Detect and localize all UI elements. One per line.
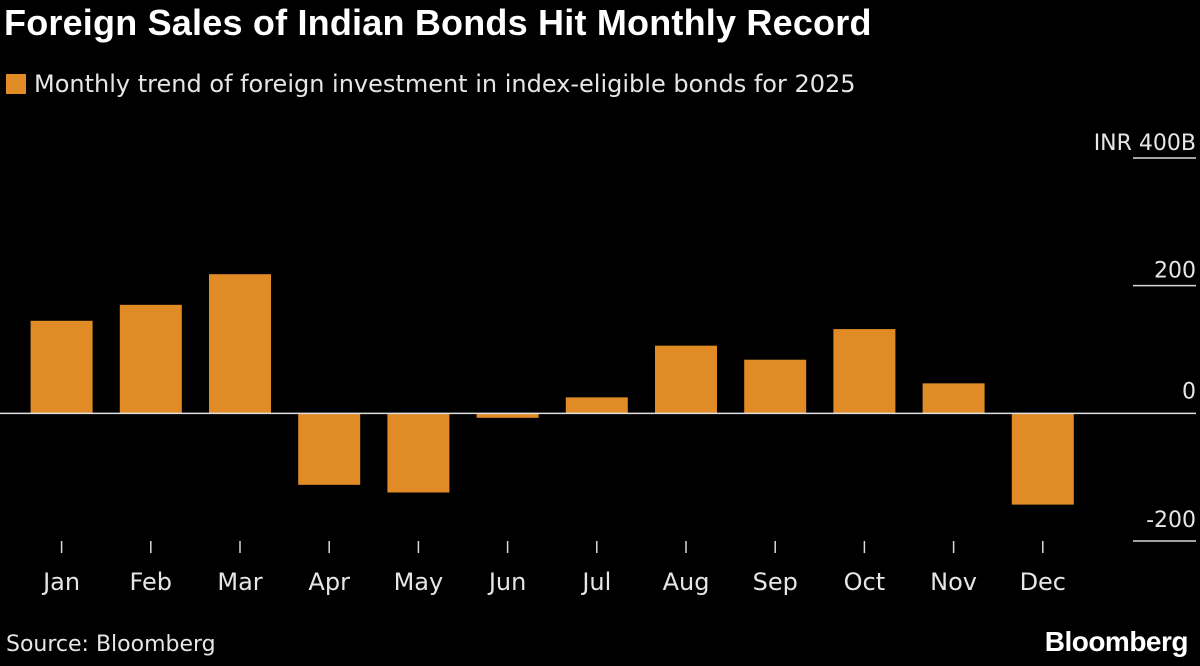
legend-label: Monthly trend of foreign investment in i… (34, 70, 856, 98)
y-tick-label: -200 (1146, 508, 1196, 533)
bar-jul (565, 397, 628, 414)
x-tick-label-aug: Aug (663, 568, 710, 596)
x-tick-label-oct: Oct (844, 568, 886, 596)
x-tick-label-feb: Feb (130, 568, 173, 596)
y-gridlines (1133, 157, 1196, 542)
y-tick-label: 200 (1154, 259, 1196, 284)
x-tick-label-dec: Dec (1020, 568, 1066, 596)
x-tick-label-jul: Jul (580, 568, 611, 596)
x-tick-label-sep: Sep (753, 568, 798, 596)
x-ticks (60, 541, 1044, 553)
legend-swatch (6, 74, 26, 94)
bar-may (387, 413, 450, 493)
source-note: Source: Bloomberg (6, 632, 216, 657)
x-tick-labels: Jan Feb Mar Apr May Jun Jul Aug Sep Oct Nov Dec (41, 568, 1066, 596)
x-tick-label-jun: Jun (487, 568, 527, 596)
bar-feb (119, 304, 182, 414)
bar-nov (922, 383, 985, 414)
x-tick-label-apr: Apr (308, 568, 350, 596)
bars (30, 274, 1074, 505)
y-tick-label: INR 400B (1094, 131, 1196, 156)
x-tick-label-nov: Nov (930, 568, 977, 596)
y-tick-label: 0 (1182, 379, 1196, 404)
brand-logo: Bloomberg (1044, 626, 1189, 657)
x-tick-label-may: May (394, 568, 444, 596)
bar-apr (298, 413, 361, 485)
legend: Monthly trend of foreign investment in i… (6, 70, 856, 98)
bar-sep (744, 359, 807, 414)
bar-mar (209, 274, 271, 414)
x-tick-label-jan: Jan (41, 568, 80, 596)
bar-jun (476, 413, 539, 418)
y-tick-labels: INR 400B 200 0 -200 (1094, 131, 1196, 533)
bar-oct (833, 329, 896, 414)
x-tick-label-mar: Mar (217, 568, 262, 596)
bar-jan (30, 320, 93, 414)
bar-dec (1011, 413, 1074, 505)
chart-title: Foreign Sales of Indian Bonds Hit Monthl… (4, 2, 872, 43)
bar-aug (655, 345, 717, 414)
